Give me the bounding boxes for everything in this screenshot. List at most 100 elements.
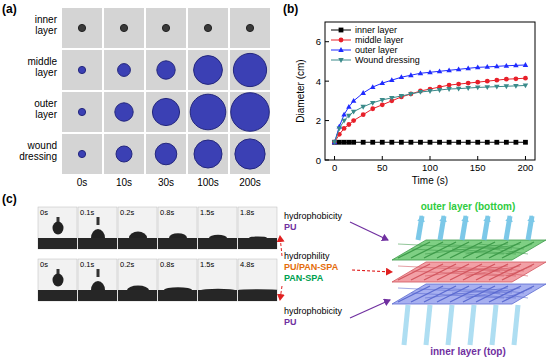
time-label: 1.8s: [240, 208, 254, 217]
column-label: 100s: [197, 177, 219, 188]
photo-cell: [188, 134, 228, 174]
substrate: [158, 238, 197, 249]
plot-frame: [325, 22, 535, 160]
fiber: [479, 288, 524, 293]
cell-group: [194, 140, 222, 168]
data-point: [399, 95, 404, 100]
x-axis-label: Time (s): [412, 175, 448, 186]
droplet: [238, 289, 278, 291]
data-point: [337, 127, 343, 132]
data-point: [380, 98, 386, 103]
photo-cell: [230, 50, 270, 90]
data-point: [427, 89, 433, 94]
stain-disk: [120, 24, 127, 31]
photo-cell: [62, 50, 102, 90]
photo-cell: [230, 134, 270, 174]
legend-text: outer layer: [355, 45, 398, 55]
time-label: 0.1s: [80, 260, 94, 269]
data-point: [447, 83, 452, 88]
x-tick: [477, 156, 478, 160]
fiber: [502, 264, 534, 280]
cell-group: [155, 143, 177, 165]
substrate: [238, 238, 277, 249]
data-point: [494, 63, 500, 68]
data-point: [346, 104, 352, 109]
cell-group: [78, 66, 85, 73]
y-axis-label: Diameter (cm): [295, 59, 306, 122]
x-tick-label: 100: [422, 162, 438, 173]
photo-frame: [158, 207, 197, 249]
column-label: 0s: [77, 177, 88, 188]
fiber: [506, 244, 532, 254]
data-point: [437, 140, 442, 145]
data-point: [332, 140, 337, 145]
data-point: [428, 140, 433, 145]
layer-material: PU: [284, 222, 297, 232]
substrate: [78, 238, 117, 249]
flow-arrow-upper: [506, 216, 510, 240]
data-point: [446, 87, 452, 92]
fiber: [506, 288, 532, 298]
data-point: [380, 140, 385, 145]
y-tick: [325, 41, 329, 42]
plot-area: [332, 62, 528, 145]
data-point: [514, 76, 519, 81]
data-point: [418, 90, 424, 95]
droplet: [249, 236, 267, 238]
needle: [57, 269, 60, 274]
x-tick-label: 50: [377, 162, 388, 173]
droplet: [209, 235, 227, 238]
row-label-line: wound: [27, 140, 57, 151]
data-point: [446, 67, 452, 72]
stain-disk: [233, 53, 266, 86]
row-label: wounddressing: [19, 140, 57, 162]
data-point: [418, 70, 424, 75]
data-point: [351, 110, 357, 115]
x-tick-label: 0: [332, 162, 337, 173]
data-point: [370, 84, 376, 89]
stain-disk: [194, 56, 223, 85]
cell-group: [120, 24, 127, 31]
data-point: [465, 86, 471, 91]
flow-arrow-upper: [484, 216, 488, 240]
droplet: [53, 222, 64, 235]
data-point: [504, 63, 510, 68]
layer-material: PU/PAN-SPA: [284, 262, 339, 272]
stain-disk: [235, 139, 265, 169]
data-point: [351, 98, 357, 103]
photo-cell: [62, 134, 102, 174]
substrate: [38, 290, 77, 301]
data-point: [465, 65, 471, 70]
data-point: [504, 77, 509, 82]
row-label-line: layer: [35, 109, 57, 120]
y-tick-label: 2: [316, 115, 321, 126]
stain-disk: [162, 24, 169, 31]
row-label-line: inner: [35, 14, 58, 25]
photo-frame: [38, 259, 77, 301]
x-tick: [334, 156, 335, 160]
data-point: [361, 112, 366, 117]
photo-cell: [188, 50, 228, 90]
cell-group: [190, 94, 226, 130]
droplet: [201, 289, 235, 290]
droplet: [164, 287, 192, 290]
data-point: [466, 81, 471, 86]
data-point: [523, 76, 528, 81]
data-point: [346, 114, 352, 119]
data-point: [332, 140, 337, 145]
fiber: [479, 266, 524, 271]
data-point: [409, 140, 414, 145]
cell-group: [116, 146, 132, 162]
data-point: [360, 105, 366, 110]
data-point: [380, 102, 385, 107]
column-label: 200s: [239, 177, 261, 188]
series-line: [335, 78, 526, 142]
layer-material: PAN-SPA: [284, 273, 324, 283]
cell-group: [246, 24, 253, 31]
substrate: [78, 290, 117, 301]
layer-material: PU: [284, 317, 297, 327]
substrate: [158, 290, 197, 301]
flow-arrow-upper: [418, 216, 422, 240]
data-point: [361, 140, 366, 145]
series-line: [335, 85, 526, 142]
